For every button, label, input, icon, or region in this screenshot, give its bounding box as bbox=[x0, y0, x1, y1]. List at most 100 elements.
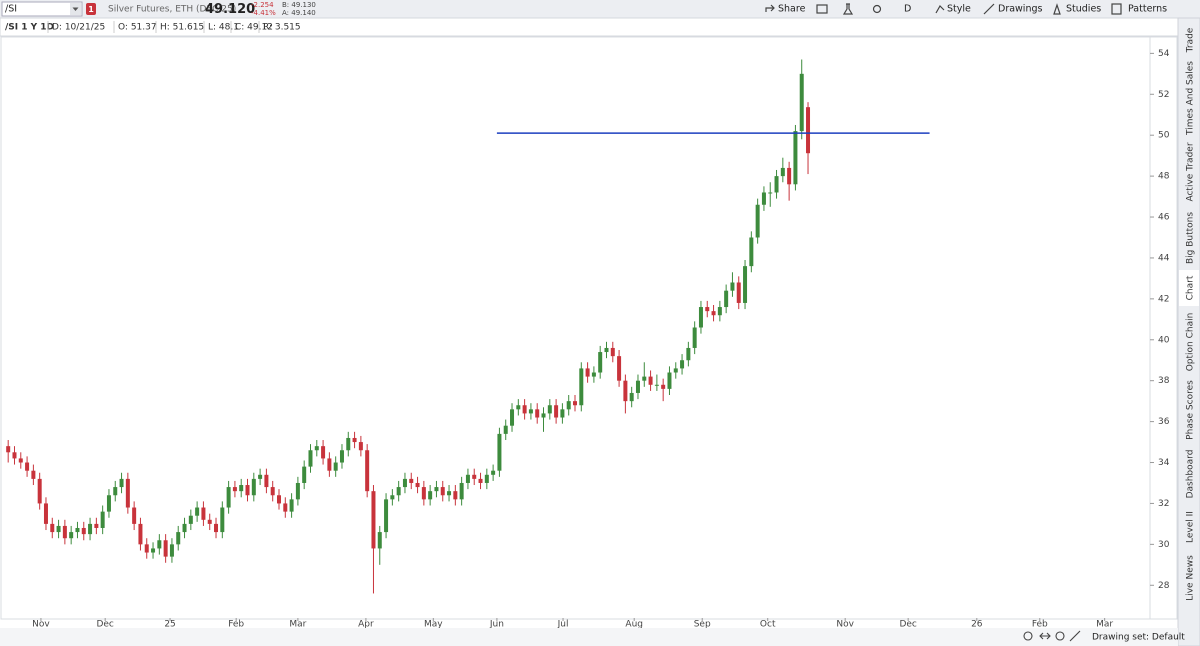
info-field: D: 10/21/25 bbox=[52, 23, 105, 33]
candle-body bbox=[528, 409, 533, 414]
candle-body bbox=[717, 307, 722, 316]
icon-share bbox=[765, 4, 775, 12]
icon-screenshot[interactable] bbox=[816, 4, 828, 14]
candle-body bbox=[226, 487, 231, 508]
candle-body bbox=[806, 107, 811, 154]
status-bar bbox=[0, 628, 1178, 646]
y-tick-label: 30 bbox=[1158, 540, 1170, 550]
sidebar-tab[interactable]: Phase Scores bbox=[1186, 380, 1196, 440]
candle-body bbox=[604, 347, 609, 353]
candle-body bbox=[780, 167, 785, 177]
candle-body bbox=[43, 503, 48, 524]
icon-drawings bbox=[983, 3, 995, 15]
candle-body bbox=[648, 376, 653, 385]
candle-body bbox=[75, 527, 80, 533]
candle-body bbox=[365, 450, 370, 492]
info-field: /SI 1 Y 1D bbox=[5, 23, 54, 33]
candle-body bbox=[491, 470, 496, 475]
candle-body bbox=[113, 487, 118, 496]
toolbar-button[interactable]: Share bbox=[778, 4, 806, 15]
candle-body bbox=[214, 523, 219, 533]
candle-body bbox=[245, 485, 250, 496]
candle-body bbox=[182, 523, 187, 533]
symbol[interactable]: /SI bbox=[5, 4, 17, 15]
sidebar-tab[interactable]: Live News bbox=[1186, 555, 1196, 601]
candle-body bbox=[453, 491, 458, 500]
info-fields: /SI 1 Y 1DD: 10/21/25 O: 51.37 H: 51.615 L:… bbox=[5, 21, 301, 33]
toolbar-button[interactable]: Studies bbox=[1066, 4, 1101, 15]
change: -2.254 bbox=[251, 1, 274, 9]
icon-style bbox=[935, 5, 945, 14]
drawing-set[interactable]: Drawing set: Default bbox=[1092, 633, 1185, 643]
candle-body bbox=[352, 437, 357, 443]
icon-reset[interactable] bbox=[1055, 631, 1065, 641]
symbol-input[interactable] bbox=[1, 1, 83, 17]
candle-body bbox=[447, 491, 452, 496]
candle-body bbox=[81, 527, 86, 535]
candle-body bbox=[346, 437, 351, 451]
candle-body bbox=[125, 478, 130, 508]
candle-body bbox=[163, 540, 168, 557]
y-tick-label: 28 bbox=[1158, 581, 1170, 591]
info-field: L: 48.1 bbox=[208, 23, 239, 33]
toolbar-button[interactable]: Drawings bbox=[998, 4, 1043, 15]
candle-body bbox=[623, 380, 628, 402]
sidebar-tab[interactable]: Chart bbox=[1186, 275, 1196, 300]
x-tick-label: Dec bbox=[899, 620, 916, 630]
candle-body bbox=[761, 192, 766, 205]
sidebar-tab[interactable]: Dashboard bbox=[1186, 450, 1196, 499]
icon-draw[interactable] bbox=[1069, 630, 1081, 642]
toolbar-button[interactable]: D bbox=[904, 4, 911, 15]
x-tick-label: Aug bbox=[625, 620, 643, 630]
alert-badge[interactable] bbox=[86, 3, 96, 15]
dropdown-arrow bbox=[72, 7, 79, 11]
candle-body bbox=[396, 487, 401, 496]
candle-body bbox=[598, 352, 603, 373]
candle-body bbox=[421, 487, 426, 500]
candle-body bbox=[289, 499, 294, 512]
candle-body bbox=[510, 409, 515, 426]
candle-body bbox=[308, 450, 313, 467]
candle-body bbox=[37, 478, 42, 504]
candle-body bbox=[484, 474, 489, 483]
x-tick-label: Feb bbox=[228, 620, 244, 630]
x-tick-label: Mar bbox=[289, 620, 306, 630]
sidebar-tab[interactable]: Level II bbox=[1186, 511, 1196, 543]
change-pct: -4.41% bbox=[251, 9, 276, 17]
candle-body bbox=[138, 523, 143, 545]
icon-zoom[interactable] bbox=[1023, 631, 1033, 641]
x-tick-label: Oct bbox=[760, 620, 776, 630]
candle-body bbox=[573, 401, 577, 406]
y-tick-label: 44 bbox=[1158, 253, 1170, 263]
candle-body bbox=[239, 485, 244, 492]
alert-count: 1 bbox=[88, 5, 94, 14]
toolbar bbox=[0, 0, 1200, 18]
sidebar bbox=[1177, 17, 1200, 646]
candle-body bbox=[610, 347, 615, 357]
icon-pan[interactable] bbox=[1039, 632, 1051, 640]
x-tick-label: 26 bbox=[971, 620, 983, 630]
candle-body bbox=[478, 478, 483, 483]
candle-body bbox=[157, 540, 162, 549]
icon-patterns bbox=[1111, 3, 1122, 15]
candle-body bbox=[472, 474, 477, 479]
candle-body bbox=[302, 466, 307, 483]
candle-body bbox=[579, 368, 584, 406]
candle-body bbox=[535, 409, 540, 418]
candle-body bbox=[18, 458, 23, 463]
y-tick-label: 50 bbox=[1158, 131, 1170, 141]
icon-gear[interactable] bbox=[872, 4, 882, 14]
candle-body bbox=[459, 482, 464, 500]
sidebar-tab[interactable]: Trade bbox=[1186, 27, 1196, 53]
candle-body bbox=[428, 491, 433, 500]
candle-body bbox=[617, 356, 622, 381]
toolbar-button[interactable]: Style bbox=[947, 4, 971, 15]
sidebar-tab[interactable]: Active Trader bbox=[1186, 142, 1196, 201]
icon-flask[interactable] bbox=[842, 3, 854, 15]
sidebar-tab[interactable]: Big Buttons bbox=[1186, 212, 1196, 264]
candle-body bbox=[591, 372, 596, 377]
toolbar-button[interactable]: Patterns bbox=[1128, 4, 1167, 15]
candle-body bbox=[629, 392, 634, 402]
sidebar-tab[interactable]: Times And Sales bbox=[1186, 61, 1196, 136]
sidebar-tab[interactable]: Option Chain bbox=[1186, 313, 1196, 372]
